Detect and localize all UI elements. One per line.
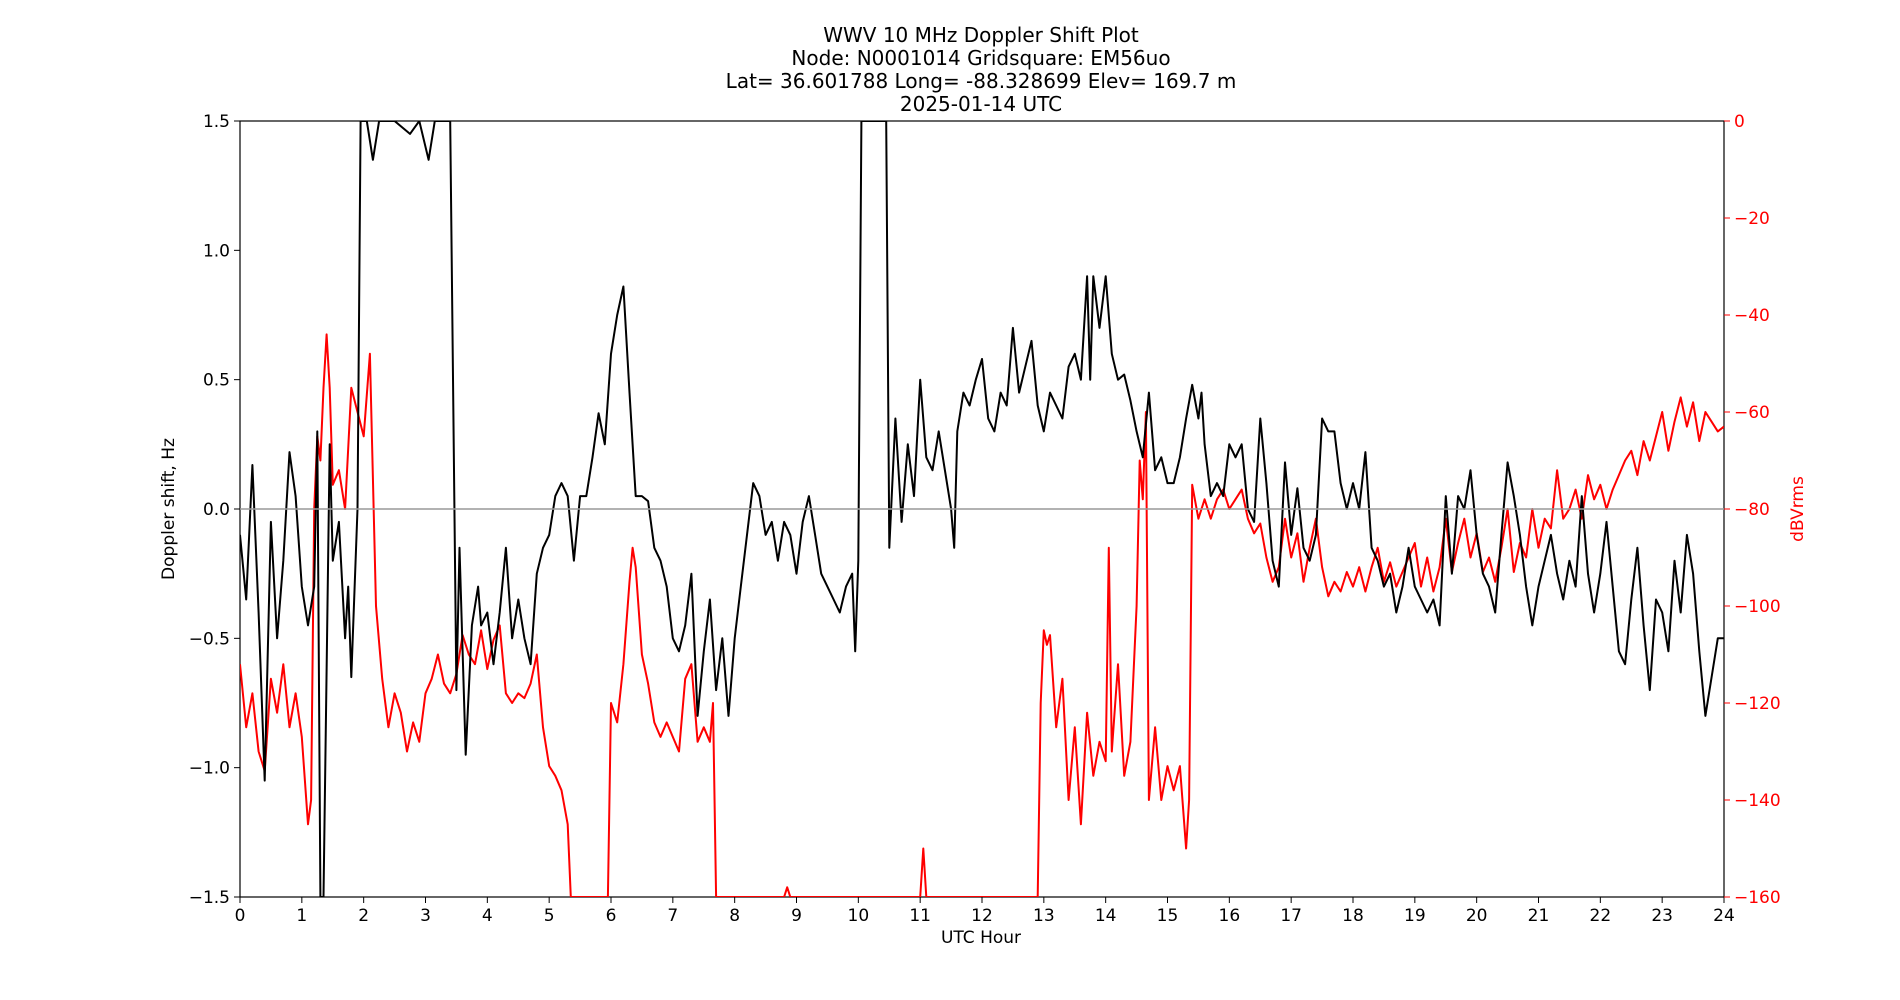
y-axis-right: 0 −20 −40 −60 −80 −100 −120 −140 −160	[1724, 112, 1781, 908]
x-tick-label: 15	[1157, 906, 1179, 926]
x-tick-label: 24	[1713, 906, 1735, 926]
x-tick-label: 6	[606, 906, 617, 926]
y-left-tick-label: 1.5	[203, 112, 230, 132]
y-right-tick-label: −100	[1734, 597, 1781, 617]
x-tick-label: 20	[1466, 906, 1488, 926]
y-right-tick-label: −20	[1734, 209, 1770, 229]
x-tick-label: 17	[1280, 906, 1302, 926]
y-left-tick-label: 0.0	[203, 500, 230, 520]
x-tick-label: 7	[667, 906, 678, 926]
x-tick-label: 4	[482, 906, 493, 926]
y-right-tick-label: −160	[1734, 888, 1781, 908]
x-tick-label: 0	[235, 906, 246, 926]
series-layer	[240, 121, 1724, 897]
y-left-tick-label: −1.5	[189, 888, 230, 908]
y-right-tick-label: −60	[1734, 403, 1770, 423]
y-left-tick-label: −0.5	[189, 629, 230, 649]
x-tick-label: 23	[1651, 906, 1673, 926]
x-tick-label: 2	[358, 906, 369, 926]
doppler-shift-line	[240, 121, 1724, 897]
y-axis-right-label: dBVrms	[1788, 476, 1808, 542]
y-left-tick-label: −1.0	[189, 759, 230, 779]
x-tick-label: 12	[971, 906, 993, 926]
x-axis-label: UTC Hour	[941, 928, 1021, 948]
x-tick-label: 10	[848, 906, 870, 926]
y-axis-left: 1.5 1.0 0.5 0.0 −0.5 −1.0 −1.5	[189, 112, 240, 908]
chart-title: WWV 10 MHz Doppler Shift Plot Node: N000…	[726, 23, 1237, 116]
title-line-1: WWV 10 MHz Doppler Shift Plot	[823, 23, 1139, 47]
y-right-tick-label: −40	[1734, 306, 1770, 326]
x-tick-label: 22	[1590, 906, 1612, 926]
x-tick-label: 9	[791, 906, 802, 926]
title-line-4: 2025-01-14 UTC	[900, 92, 1062, 116]
x-tick-label: 21	[1528, 906, 1550, 926]
y-left-tick-label: 1.0	[203, 241, 230, 261]
x-tick-label: 5	[544, 906, 555, 926]
y-right-tick-label: −120	[1734, 694, 1781, 714]
x-tick-label: 18	[1342, 906, 1364, 926]
x-tick-label: 14	[1095, 906, 1117, 926]
y-axis-left-label: Doppler shift, Hz	[159, 438, 179, 580]
power-dbvrms-line	[240, 333, 1724, 897]
y-right-tick-label: −140	[1734, 791, 1781, 811]
y-left-tick-label: 0.5	[203, 371, 230, 391]
x-tick-label: 16	[1219, 906, 1241, 926]
title-line-3: Lat= 36.601788 Long= -88.328699 Elev= 16…	[726, 69, 1237, 93]
x-tick-label: 8	[729, 906, 740, 926]
x-tick-label: 13	[1033, 906, 1055, 926]
x-tick-label: 1	[296, 906, 307, 926]
x-tick-label: 19	[1404, 906, 1426, 926]
title-line-2: Node: N0001014 Gridsquare: EM56uo	[791, 46, 1170, 70]
y-right-tick-label: 0	[1734, 112, 1745, 132]
x-axis: 0 1 2 3 4 5 6 7 8 9 10 11 12 13 14 15 16 17 18 19 20 21 22 23 24	[235, 897, 1735, 926]
y-right-tick-label: −80	[1734, 500, 1770, 520]
x-tick-label: 11	[909, 906, 931, 926]
x-tick-label: 3	[420, 906, 431, 926]
